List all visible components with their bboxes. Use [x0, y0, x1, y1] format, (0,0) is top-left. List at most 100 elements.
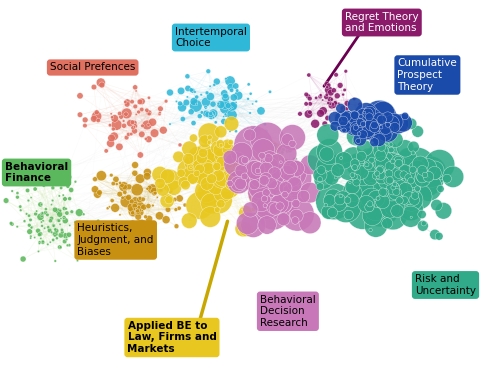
Point: [284, 136, 292, 142]
Point: [121, 189, 129, 195]
Point: [414, 186, 422, 192]
Point: [134, 209, 142, 215]
Point: [270, 149, 278, 155]
Point: [67, 187, 75, 193]
Point: [179, 116, 187, 122]
Point: [171, 196, 179, 202]
Point: [186, 168, 194, 174]
Point: [387, 160, 395, 166]
Point: [61, 196, 69, 202]
Point: [366, 201, 374, 207]
Point: [25, 213, 33, 219]
Point: [146, 184, 154, 190]
Point: [324, 100, 332, 106]
Point: [51, 207, 59, 213]
Point: [323, 92, 331, 98]
Point: [197, 164, 205, 170]
Point: [394, 121, 402, 127]
Point: [167, 172, 175, 178]
Point: [184, 170, 192, 176]
Point: [180, 179, 188, 185]
Point: [212, 183, 220, 189]
Point: [262, 205, 270, 211]
Point: [94, 117, 102, 123]
Point: [282, 166, 290, 172]
Point: [212, 119, 220, 125]
Point: [388, 178, 396, 184]
Point: [401, 113, 409, 119]
Point: [44, 224, 52, 230]
Point: [388, 120, 396, 126]
Point: [192, 170, 200, 176]
Point: [340, 158, 348, 164]
Point: [59, 192, 67, 198]
Point: [320, 177, 328, 183]
Point: [156, 111, 164, 117]
Point: [366, 204, 374, 210]
Point: [96, 189, 104, 195]
Point: [38, 223, 46, 229]
Point: [244, 81, 252, 87]
Point: [323, 84, 331, 90]
Point: [373, 171, 381, 177]
Point: [272, 165, 280, 171]
Point: [120, 184, 128, 190]
Point: [26, 235, 34, 241]
Point: [213, 207, 221, 213]
Point: [318, 167, 326, 173]
Point: [234, 181, 242, 187]
Point: [377, 160, 385, 166]
Point: [42, 209, 50, 215]
Point: [128, 119, 136, 125]
Point: [116, 111, 124, 117]
Point: [190, 135, 198, 141]
Point: [262, 166, 270, 172]
Point: [58, 227, 66, 233]
Point: [30, 234, 38, 240]
Point: [362, 161, 370, 167]
Point: [269, 204, 277, 210]
Point: [136, 196, 144, 202]
Point: [144, 170, 152, 176]
Point: [292, 166, 300, 172]
Point: [316, 93, 324, 99]
Point: [136, 209, 144, 215]
Point: [244, 96, 252, 102]
Point: [263, 222, 271, 228]
Point: [374, 195, 382, 201]
Point: [399, 120, 407, 126]
Point: [282, 150, 290, 156]
Point: [278, 200, 286, 206]
Point: [407, 206, 415, 212]
Point: [228, 87, 235, 93]
Point: [366, 158, 374, 164]
Point: [380, 153, 388, 159]
Point: [136, 176, 144, 181]
Point: [224, 141, 232, 147]
Point: [362, 201, 370, 207]
Point: [228, 105, 236, 111]
Point: [237, 168, 245, 174]
Point: [331, 101, 339, 107]
Point: [358, 121, 366, 127]
Point: [218, 155, 226, 161]
Point: [228, 112, 236, 118]
Point: [184, 94, 192, 100]
Point: [382, 127, 390, 133]
Point: [329, 195, 337, 201]
Point: [205, 191, 213, 197]
Point: [350, 96, 358, 102]
Point: [203, 90, 211, 96]
Point: [408, 178, 416, 184]
Point: [224, 103, 232, 109]
Point: [367, 116, 375, 122]
Point: [235, 179, 243, 185]
Point: [64, 242, 72, 248]
Point: [238, 158, 246, 164]
Point: [386, 205, 394, 211]
Point: [430, 170, 438, 176]
Point: [378, 117, 386, 123]
Point: [94, 218, 102, 224]
Point: [28, 224, 36, 230]
Point: [22, 211, 30, 217]
